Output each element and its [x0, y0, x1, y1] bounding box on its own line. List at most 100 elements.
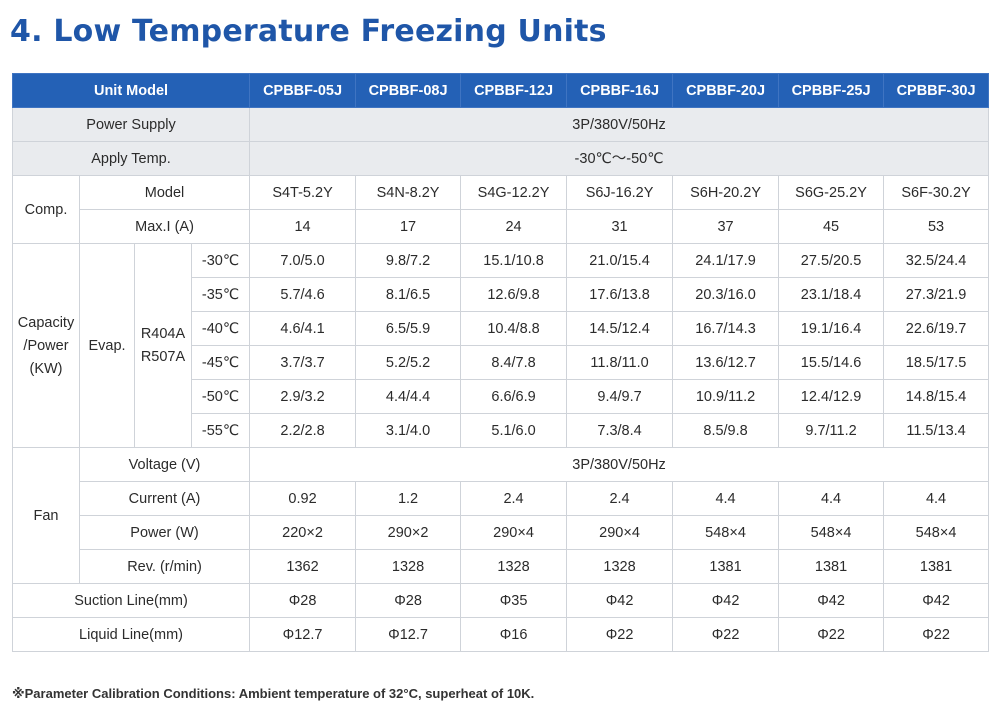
- model-header: CPBBF-16J: [566, 73, 674, 108]
- table-cell: 37: [672, 209, 780, 244]
- table-cell: S4G-12.2Y: [460, 175, 568, 210]
- fan-voltage-label: Voltage (V): [78, 447, 251, 482]
- table-cell: 290×4: [566, 515, 674, 550]
- table-cell: S6J-16.2Y: [566, 175, 674, 210]
- model-header: CPBBF-08J: [355, 73, 462, 108]
- table-cell: Φ42: [566, 583, 674, 618]
- table-cell: S4N-8.2Y: [355, 175, 462, 210]
- comp-model-label: Model: [78, 175, 251, 210]
- fan-current-label: Current (A): [78, 481, 251, 516]
- table-cell: 6.6/6.9: [460, 379, 568, 414]
- apply-temp-label: Apply Temp.: [11, 141, 251, 176]
- comp-model-row: Comp. Model S4T-5.2Y S4N-8.2Y S4G-12.2Y …: [12, 175, 990, 244]
- table-cell: 32.5/24.4: [883, 243, 990, 278]
- table-cell: 220×2: [249, 515, 357, 550]
- table-cell: 7.3/8.4: [566, 413, 674, 448]
- table-cell: 8.1/6.5: [355, 277, 462, 312]
- table-cell: Φ35: [460, 583, 568, 618]
- table-cell: 14.8/15.4: [883, 379, 990, 414]
- refrigerant-label-line: R507A: [140, 349, 186, 365]
- table-cell: 14: [249, 209, 357, 244]
- table-cell: 7.0/5.0: [249, 243, 357, 278]
- evap-temp-label: -55℃: [190, 413, 251, 448]
- table-cell: 4.6/4.1: [249, 311, 357, 346]
- table-cell: 1328: [355, 549, 462, 584]
- table-cell: S6F-30.2Y: [883, 175, 990, 210]
- fan-power-row: Power (W) 220×2 290×2 290×4 290×4 548×4 …: [13, 515, 990, 550]
- table-cell: 1381: [672, 549, 780, 584]
- table-cell: 9.4/9.7: [566, 379, 674, 414]
- capacity-label-line: Capacity: [17, 314, 75, 331]
- table-cell: 3.7/3.7: [249, 345, 357, 380]
- table-cell: 11.5/13.4: [883, 413, 990, 448]
- table-cell: 31: [566, 209, 674, 244]
- table-cell: 20.3/16.0: [672, 277, 780, 312]
- table-cell: 5.7/4.6: [249, 277, 357, 312]
- table-cell: Φ22: [778, 617, 885, 652]
- table-cell: 4.4/4.4: [355, 379, 462, 414]
- fan-label: Fan: [12, 447, 80, 584]
- table-cell: 8.5/9.8: [672, 413, 780, 448]
- table-cell: 13.6/12.7: [672, 345, 780, 380]
- table-cell: 53: [883, 209, 990, 244]
- capacity-row: -35℃ 5.7/4.6 8.1/6.5 12.6/9.8 17.6/13.8 …: [13, 277, 990, 312]
- table-cell: 45: [778, 209, 885, 244]
- capacity-row: -45℃ 3.7/3.7 5.2/5.2 8.4/7.8 11.8/11.0 1…: [13, 345, 990, 380]
- table-cell: Φ12.7: [355, 617, 462, 652]
- comp-label: Comp.: [12, 175, 80, 244]
- table-cell: S6H-20.2Y: [672, 175, 780, 210]
- table-cell: Φ28: [355, 583, 462, 618]
- table-cell: Φ42: [883, 583, 990, 618]
- table-cell: Φ42: [778, 583, 885, 618]
- table-cell: 4.4: [672, 481, 780, 516]
- table-cell: 22.6/19.7: [883, 311, 990, 346]
- power-supply-row: Power Supply 3P/380V/50Hz: [11, 107, 990, 142]
- table-cell: 4.4: [883, 481, 990, 516]
- evap-temp-label: -50℃: [190, 379, 251, 414]
- table-cell: 548×4: [883, 515, 990, 550]
- table-cell: S6G-25.2Y: [778, 175, 885, 210]
- table-cell: 12.6/9.8: [460, 277, 568, 312]
- table-cell: 27.5/20.5: [778, 243, 885, 278]
- page-title: 4. Low Temperature Freezing Units: [10, 14, 607, 49]
- table-cell: Φ22: [566, 617, 674, 652]
- table-cell: 1.2: [355, 481, 462, 516]
- table-cell: 10.4/8.8: [460, 311, 568, 346]
- capacity-label-line: /Power: [23, 337, 69, 354]
- table-cell: 15.1/10.8: [460, 243, 568, 278]
- table-cell: 290×4: [460, 515, 568, 550]
- model-header: CPBBF-05J: [249, 73, 357, 108]
- fan-power-label: Power (W): [78, 515, 251, 550]
- capacity-label: Capacity /Power (KW): [12, 243, 80, 448]
- table-cell: 24: [460, 209, 568, 244]
- capacity-row: -50℃ 2.9/3.2 4.4/4.4 6.6/6.9 9.4/9.7 10.…: [13, 379, 990, 414]
- fan-rev-label: Rev. (r/min): [78, 549, 251, 584]
- liquid-line-label: Liquid Line(mm): [11, 617, 251, 652]
- power-supply-value: 3P/380V/50Hz: [249, 107, 990, 142]
- header-row: Unit Model CPBBF-05J CPBBF-08J CPBBF-12J…: [11, 73, 990, 108]
- table-cell: 1362: [249, 549, 357, 584]
- table-cell: 17.6/13.8: [566, 277, 674, 312]
- table-cell: 9.8/7.2: [355, 243, 462, 278]
- table-cell: 5.1/6.0: [460, 413, 568, 448]
- model-header: CPBBF-25J: [778, 73, 885, 108]
- table-cell: 12.4/12.9: [778, 379, 885, 414]
- table-cell: Φ22: [672, 617, 780, 652]
- calibration-note: ※Parameter Calibration Conditions: Ambie…: [12, 686, 535, 701]
- table-cell: 19.1/16.4: [778, 311, 885, 346]
- evap-temp-label: -45℃: [190, 345, 251, 380]
- table-cell: 3.1/4.0: [355, 413, 462, 448]
- table-cell: 18.5/17.5: [883, 345, 990, 380]
- table-cell: 2.4: [460, 481, 568, 516]
- table-cell: 6.5/5.9: [355, 311, 462, 346]
- table-cell: Φ12.7: [249, 617, 357, 652]
- table-cell: Φ16: [460, 617, 568, 652]
- table-cell: Φ22: [883, 617, 990, 652]
- table-cell: 2.4: [566, 481, 674, 516]
- table-cell: 1381: [883, 549, 990, 584]
- table-cell: S4T-5.2Y: [249, 175, 357, 210]
- refrigerant-label-line: R404A: [140, 326, 186, 342]
- table-cell: 2.9/3.2: [249, 379, 357, 414]
- apply-temp-value: -30℃～-50℃: [249, 141, 990, 176]
- power-supply-label: Power Supply: [11, 107, 251, 142]
